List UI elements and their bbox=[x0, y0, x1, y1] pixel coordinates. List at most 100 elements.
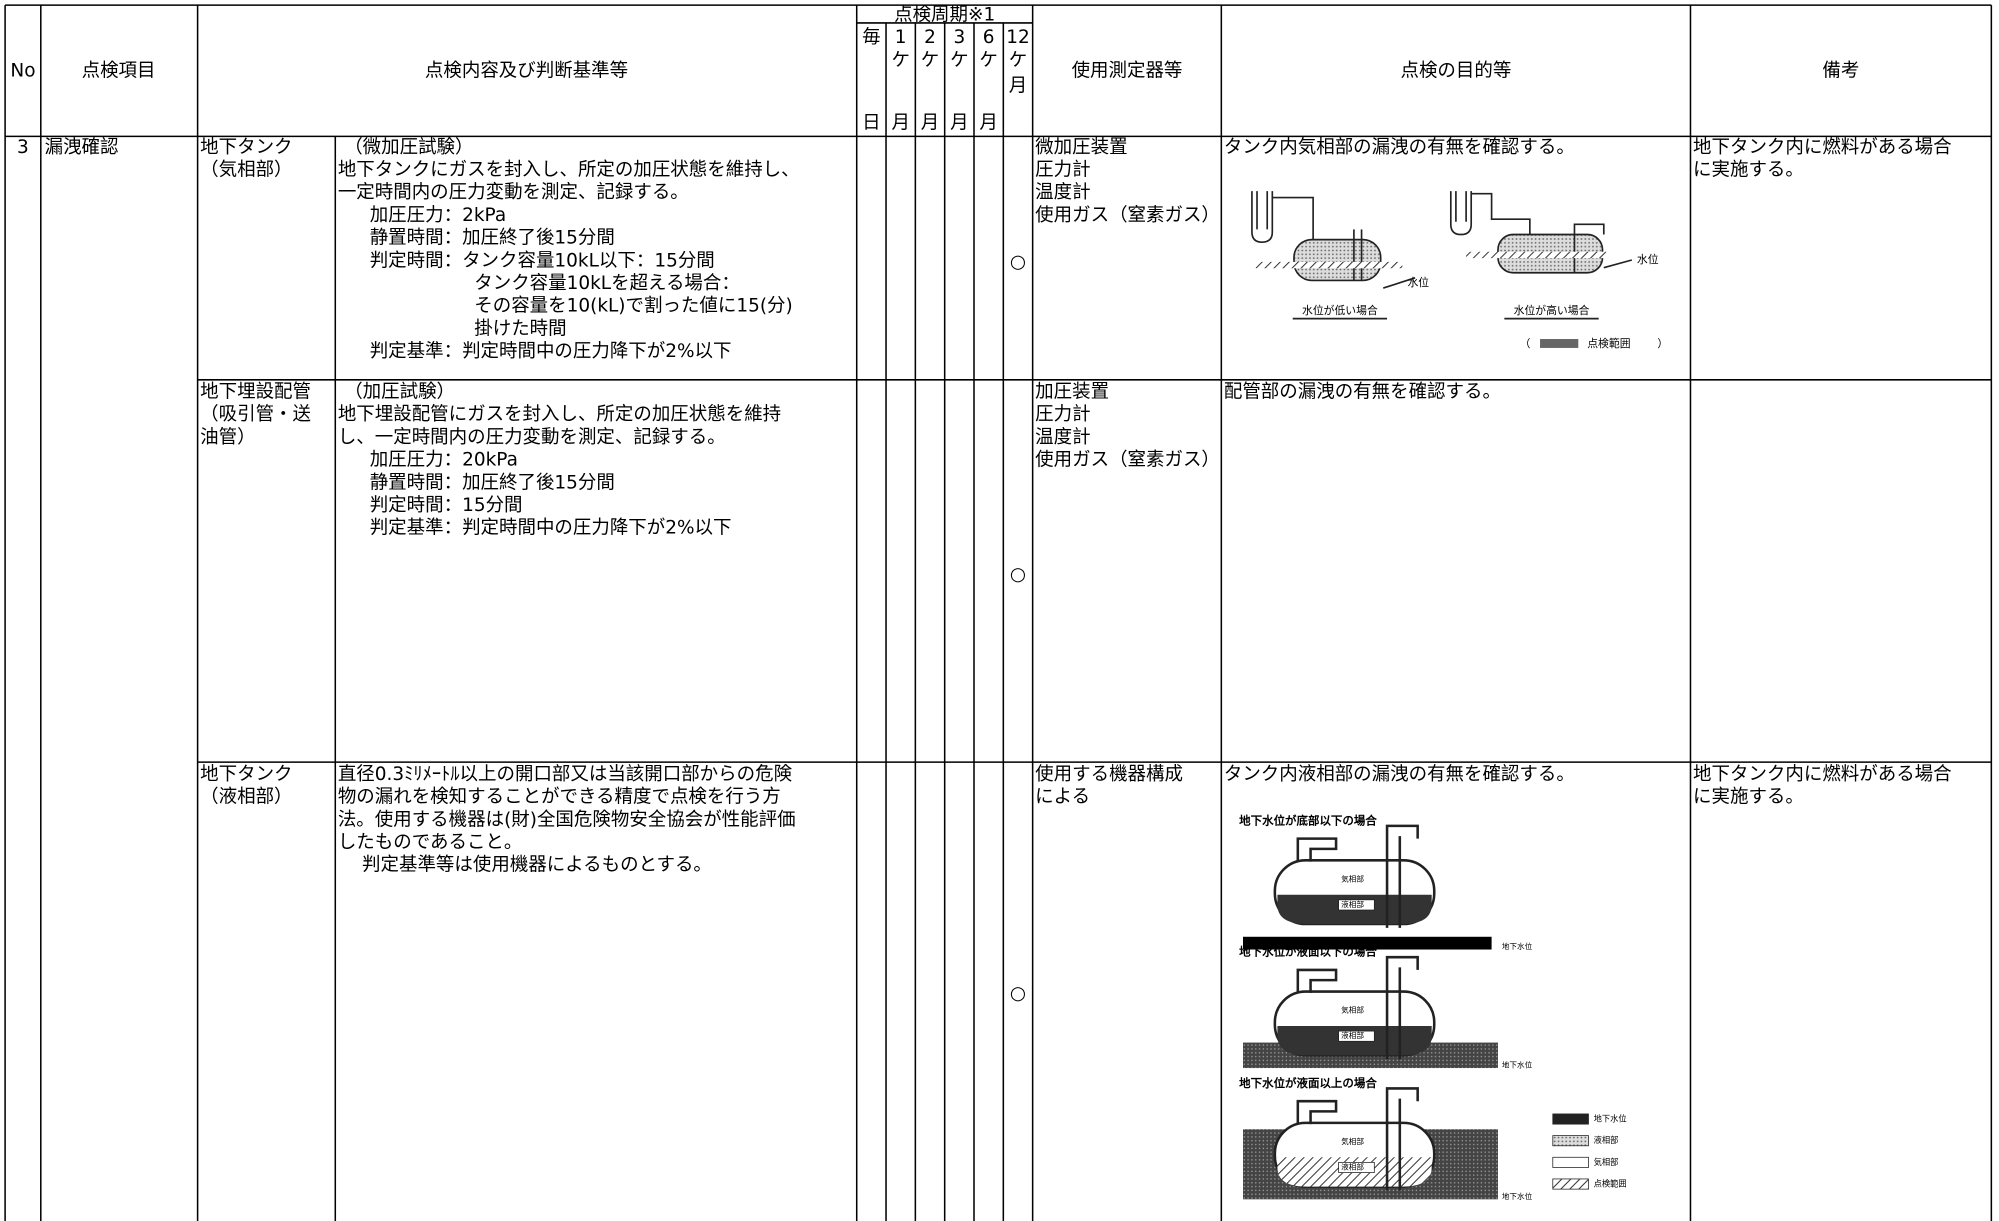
header-no: No bbox=[10, 60, 35, 81]
row-content: 法。使用する機器は(財)全国危険物安全協会が性能評価 bbox=[338, 809, 796, 830]
figure-shape bbox=[1385, 1087, 1419, 1191]
header-cycle: 6 bbox=[983, 27, 995, 48]
figure-shape bbox=[1385, 955, 1419, 1060]
figure-vapor bbox=[1251, 191, 1633, 348]
figure-liquid bbox=[1243, 824, 1589, 1200]
row-subitem: 地下埋設配管 bbox=[200, 382, 311, 403]
cycle-mark: ○ bbox=[1010, 983, 1026, 1004]
header-cycle: ケ bbox=[950, 50, 968, 71]
row-content: 判定時間：15分間 bbox=[370, 495, 523, 516]
header-cycle: 3 bbox=[953, 27, 965, 48]
row-purpose: 配管部の漏洩の有無を確認する。 bbox=[1224, 382, 1501, 403]
figure-label: 気相部 bbox=[1341, 873, 1364, 883]
header-cycle: 日 bbox=[862, 113, 880, 134]
figure-shape bbox=[1338, 1161, 1375, 1173]
header-cycle: ケ bbox=[1009, 50, 1027, 71]
row-content: 判定基準等は使用機器によるものとする。 bbox=[362, 855, 712, 876]
row-content: 掛けた時間 bbox=[474, 318, 566, 339]
figure-shape bbox=[1296, 968, 1338, 993]
header-cycle: ケ bbox=[891, 50, 909, 71]
row-content: 静置時間：加圧終了後15分間 bbox=[370, 472, 615, 493]
figure-shape bbox=[1243, 936, 1492, 950]
row-content: し、一定時間内の圧力変動を測定、記録する。 bbox=[338, 427, 726, 448]
header-content: 点検内容及び判断基準等 bbox=[425, 60, 628, 81]
row-no: 3 bbox=[17, 137, 29, 158]
figure-label: 気相部 bbox=[1341, 1136, 1364, 1146]
row-content: したものであること。 bbox=[338, 832, 523, 853]
header-cycle: ケ bbox=[921, 50, 939, 71]
figure-label: 地下水位 bbox=[1502, 1191, 1533, 1201]
row-equipment: による bbox=[1035, 787, 1090, 808]
header-cycle: 月 bbox=[891, 113, 909, 134]
row-purpose: タンク内液相部の漏洩の有無を確認する。 bbox=[1224, 764, 1575, 785]
row-content: 加圧圧力：20kPa bbox=[370, 450, 518, 471]
header-equipment: 使用測定器等 bbox=[1072, 60, 1183, 81]
row-subitem: 油管） bbox=[200, 427, 255, 448]
row-content: 静置時間：加圧終了後15分間 bbox=[370, 228, 615, 249]
figure-heading: 地下水位が液面以下の場合 bbox=[1239, 945, 1377, 959]
table-grid bbox=[4, 4, 1993, 1221]
figure-shape bbox=[1552, 1135, 1589, 1147]
row-equipment: 使用ガス（窒素ガス） bbox=[1035, 205, 1220, 226]
figure-shape bbox=[1552, 1156, 1589, 1168]
header-cycle: 月 bbox=[921, 113, 939, 134]
figure-legend: ） bbox=[1657, 337, 1668, 350]
header-remarks: 備考 bbox=[1822, 60, 1859, 81]
figure-legend: 点検範囲 bbox=[1594, 1179, 1627, 1189]
row-content: 判定基準：判定時間中の圧力降下が2%以下 bbox=[370, 518, 732, 539]
figure-label: 水位 bbox=[1407, 275, 1429, 289]
row-equipment: 加圧装置 bbox=[1035, 382, 1109, 403]
row-content: その容量を10(kL)で割った値に15(分) bbox=[474, 296, 792, 317]
row-content: 物の漏れを検知することができる精度で点検を行う方 bbox=[338, 787, 781, 808]
header-purpose: 点検の目的等 bbox=[1400, 60, 1511, 81]
row-equipment: 微加圧装置 bbox=[1035, 137, 1127, 158]
header-cycle: 月 bbox=[1009, 76, 1027, 97]
header-cycle: 月 bbox=[979, 113, 997, 134]
figure-legend: 気相部 bbox=[1594, 1157, 1619, 1167]
figure-label: 地下水位 bbox=[1502, 1060, 1533, 1070]
row-content: 判定時間：タンク容量10kL以下：15分間 bbox=[370, 250, 715, 271]
figure-caption: 水位が低い場合 bbox=[1302, 303, 1378, 317]
row-item: 漏洩確認 bbox=[45, 137, 119, 158]
figure-label: 水位 bbox=[1637, 252, 1659, 266]
figure-heading: 地下水位が液面以上の場合 bbox=[1239, 1076, 1377, 1090]
figure-shape bbox=[1338, 1030, 1375, 1042]
header-cycle: 2 bbox=[924, 27, 936, 48]
figure-shape bbox=[1552, 1178, 1589, 1190]
figure-legend: 液相部 bbox=[1594, 1135, 1619, 1145]
figure-label: 液相部 bbox=[1341, 899, 1364, 909]
row-equipment: 温度計 bbox=[1035, 427, 1090, 448]
header-cycle: ケ bbox=[979, 50, 997, 71]
figure-shape bbox=[1552, 1113, 1589, 1125]
figure-label: 液相部 bbox=[1341, 1030, 1364, 1040]
row-subitem: 地下タンク bbox=[200, 137, 292, 158]
header-cycle: 月 bbox=[950, 113, 968, 134]
row-subitem: （吸引管・送 bbox=[200, 404, 311, 425]
row-content: 加圧圧力：2kPa bbox=[370, 205, 506, 226]
row-remarks: に実施する。 bbox=[1693, 160, 1804, 181]
figure-label: 地下水位 bbox=[1502, 941, 1533, 951]
row-remarks: 地下タンク内に燃料がある場合 bbox=[1693, 137, 1952, 158]
figure-label: 液相部 bbox=[1341, 1161, 1364, 1171]
cycle-mark: ○ bbox=[1010, 564, 1026, 585]
row-equipment: 圧力計 bbox=[1035, 404, 1090, 425]
header-cycle: 1 bbox=[895, 27, 907, 48]
row-subitem: （気相部） bbox=[200, 160, 292, 181]
cycle-mark: ○ bbox=[1010, 252, 1026, 273]
figure-shape bbox=[1385, 824, 1419, 928]
row-content: 地下埋設配管にガスを封入し、所定の加圧状態を維持 bbox=[338, 404, 781, 425]
row-content: （加圧試験） bbox=[344, 382, 455, 403]
row-content: 地下タンクにガスを封入し、所定の加圧状態を維持し、 bbox=[338, 160, 800, 181]
row-subitem: （液相部） bbox=[200, 787, 292, 808]
figure-legend: 点検範囲 bbox=[1587, 336, 1630, 350]
figure-caption: 水位が高い場合 bbox=[1514, 303, 1590, 317]
row-equipment: 温度計 bbox=[1035, 182, 1090, 203]
header-cycle: 毎 bbox=[862, 27, 880, 48]
row-content: 直径0.3ﾐﾘﾒｰﾄﾙ以上の開口部又は当該開口部からの危険 bbox=[338, 764, 793, 785]
row-content: 一定時間内の圧力変動を測定、記録する。 bbox=[338, 182, 689, 203]
row-subitem: 地下タンク bbox=[200, 764, 292, 785]
row-content: タンク容量10kLを超える場合： bbox=[474, 273, 740, 294]
row-equipment: 使用ガス（窒素ガス） bbox=[1035, 450, 1220, 471]
